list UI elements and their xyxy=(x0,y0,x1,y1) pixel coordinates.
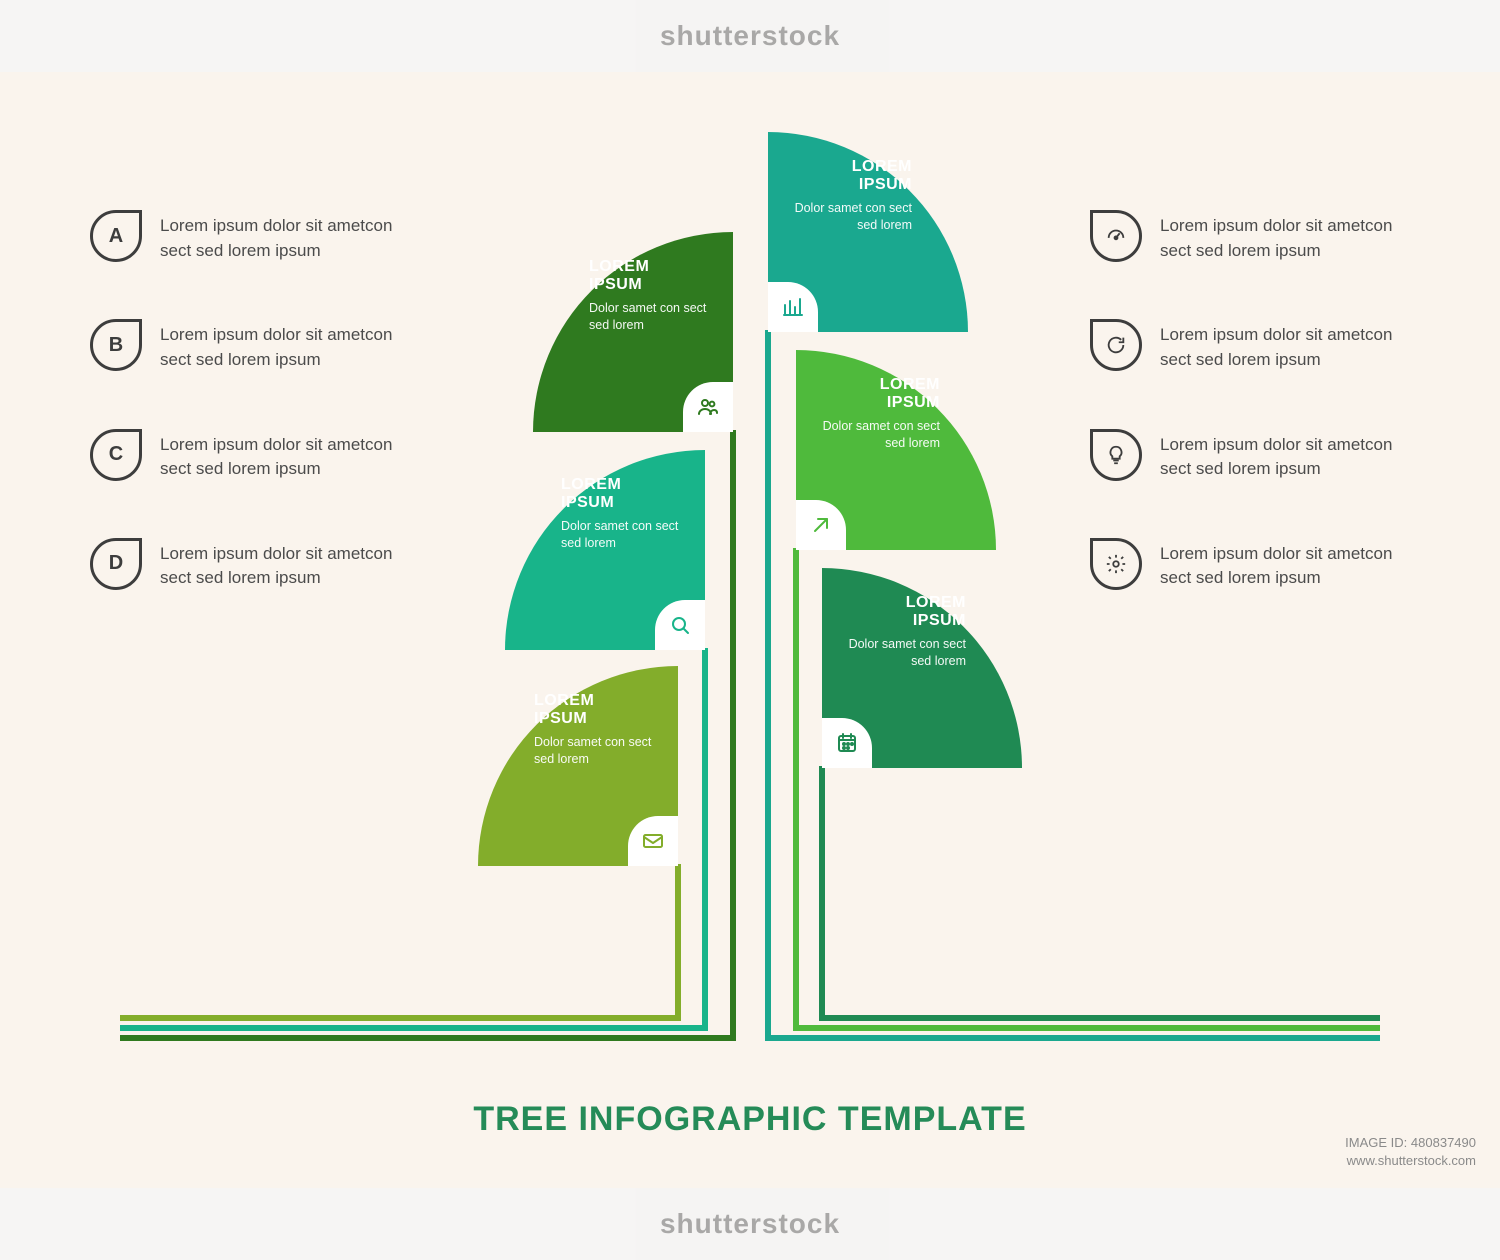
leaf-title: LOREM IPSUM xyxy=(559,258,707,294)
leaf-body: Dolor samet con sect sed lorem xyxy=(794,200,942,234)
leaf-title: LOREM IPSUM xyxy=(531,476,679,512)
leaf-body: Dolor samet con sect sed lorem xyxy=(504,734,652,768)
leaf-title: LOREM IPSUM xyxy=(504,692,652,728)
leaf-body: Dolor samet con sect sed lorem xyxy=(531,518,679,552)
watermark-text: shutterstock xyxy=(660,20,840,52)
leaf-title: LOREM IPSUM xyxy=(794,158,942,194)
users-icon xyxy=(683,382,733,432)
chart-icon xyxy=(768,282,818,332)
mail-icon xyxy=(628,816,678,866)
leaf-body: Dolor samet con sect sed lorem xyxy=(559,300,707,334)
search-icon xyxy=(655,600,705,650)
arrow-icon xyxy=(796,500,846,550)
watermark-text: shutterstock xyxy=(660,1208,840,1240)
leaf-l2: LOREM IPSUM Dolor samet con sect sed lore… xyxy=(505,450,705,650)
leaf-l3: LOREM IPSUM Dolor samet con sect sed lore… xyxy=(478,666,678,866)
leaf-body: Dolor samet con sect sed lorem xyxy=(848,636,996,670)
watermark-bottom: shutterstock xyxy=(0,1188,1500,1260)
leaf-body: Dolor samet con sect sed lorem xyxy=(822,418,970,452)
canvas: shutterstock shutterstock IMAGE ID: 4808… xyxy=(0,0,1500,1260)
tree-stems xyxy=(0,0,1500,1260)
calendar-icon xyxy=(822,718,872,768)
leaf-l1: LOREM IPSUM Dolor samet con sect sed lore… xyxy=(533,232,733,432)
leaf-title: LOREM IPSUM xyxy=(822,376,970,412)
leaf-r2: LOREM IPSUM Dolor samet con sect sed lore… xyxy=(796,350,996,550)
leaf-title: LOREM IPSUM xyxy=(848,594,996,630)
main-title: TREE INFOGRAPHIC TEMPLATE xyxy=(0,1100,1500,1139)
watermark-top: shutterstock xyxy=(0,0,1500,72)
leaf-r3: LOREM IPSUM Dolor samet con sect sed lore… xyxy=(822,568,1022,768)
leaf-r1: LOREM IPSUM Dolor samet con sect sed lore… xyxy=(768,132,968,332)
